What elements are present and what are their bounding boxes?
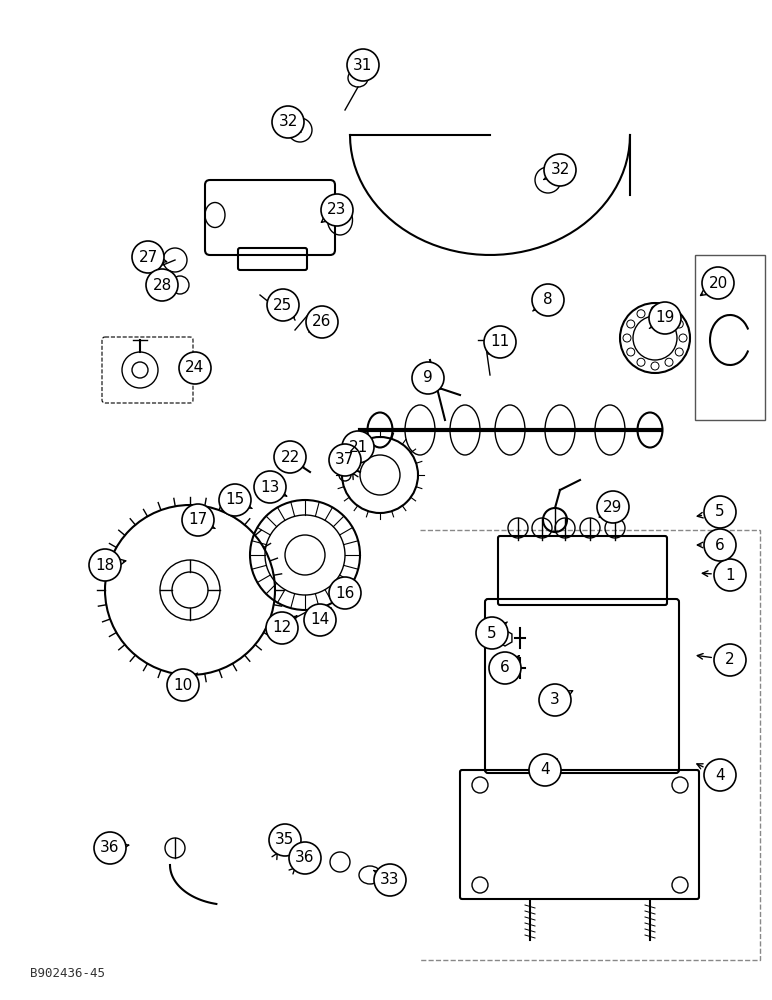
Circle shape: [704, 759, 736, 791]
Circle shape: [714, 559, 746, 591]
Circle shape: [146, 269, 178, 301]
Text: 28: 28: [152, 277, 171, 292]
Text: 36: 36: [100, 840, 120, 856]
Text: 35: 35: [276, 832, 295, 848]
Text: 11: 11: [490, 334, 510, 350]
Text: 5: 5: [487, 626, 497, 641]
Text: 18: 18: [96, 558, 114, 572]
Text: 8: 8: [543, 292, 553, 308]
Text: 13: 13: [260, 480, 279, 494]
Text: 26: 26: [313, 314, 332, 330]
Text: 36: 36: [295, 850, 315, 865]
Text: 25: 25: [273, 298, 293, 312]
Text: 17: 17: [188, 512, 208, 528]
Circle shape: [329, 577, 361, 609]
Text: 16: 16: [335, 585, 354, 600]
Text: 1: 1: [725, 568, 735, 582]
Circle shape: [306, 306, 338, 338]
Text: 6: 6: [500, 660, 510, 676]
Circle shape: [304, 604, 336, 636]
Text: 9: 9: [423, 370, 433, 385]
Circle shape: [347, 49, 379, 81]
Text: 31: 31: [354, 57, 373, 73]
Text: 4: 4: [540, 762, 550, 778]
Circle shape: [94, 832, 126, 864]
Text: 19: 19: [655, 310, 675, 326]
Circle shape: [329, 444, 361, 476]
Circle shape: [704, 529, 736, 561]
Circle shape: [649, 302, 681, 334]
Text: 14: 14: [310, 612, 330, 628]
Text: 33: 33: [381, 872, 400, 888]
Text: 15: 15: [225, 492, 245, 508]
Text: 32: 32: [279, 114, 298, 129]
Circle shape: [182, 504, 214, 536]
Text: 20: 20: [709, 275, 728, 290]
Circle shape: [266, 612, 298, 644]
Circle shape: [374, 864, 406, 896]
Text: 2: 2: [725, 652, 735, 668]
Text: 29: 29: [603, 499, 623, 514]
Text: 32: 32: [550, 162, 570, 178]
Circle shape: [321, 194, 353, 226]
Circle shape: [702, 267, 734, 299]
Circle shape: [89, 549, 121, 581]
Circle shape: [272, 106, 304, 138]
Circle shape: [167, 669, 199, 701]
Circle shape: [179, 352, 211, 384]
Circle shape: [274, 441, 306, 473]
Circle shape: [289, 842, 321, 874]
Circle shape: [704, 496, 736, 528]
Circle shape: [269, 824, 301, 856]
Text: 6: 6: [715, 538, 725, 552]
Text: 5: 5: [715, 504, 725, 520]
Circle shape: [476, 617, 508, 649]
Text: 10: 10: [174, 678, 193, 692]
Text: 22: 22: [280, 450, 300, 464]
Circle shape: [544, 154, 576, 186]
Text: 27: 27: [138, 249, 157, 264]
Circle shape: [484, 326, 516, 358]
Circle shape: [532, 284, 564, 316]
Circle shape: [342, 431, 374, 463]
Circle shape: [267, 289, 299, 321]
Text: 21: 21: [348, 440, 367, 454]
Text: 12: 12: [273, 620, 292, 636]
Text: B902436-45: B902436-45: [30, 967, 105, 980]
Text: 3: 3: [550, 692, 560, 708]
Circle shape: [412, 362, 444, 394]
Circle shape: [529, 754, 561, 786]
Circle shape: [219, 484, 251, 516]
Circle shape: [597, 491, 629, 523]
Circle shape: [714, 644, 746, 676]
Circle shape: [539, 684, 571, 716]
Circle shape: [254, 471, 286, 503]
Circle shape: [489, 652, 521, 684]
Circle shape: [132, 241, 164, 273]
Text: 4: 4: [715, 768, 725, 782]
Text: 23: 23: [327, 202, 347, 218]
Text: 37: 37: [335, 452, 354, 468]
Text: 24: 24: [185, 360, 205, 375]
